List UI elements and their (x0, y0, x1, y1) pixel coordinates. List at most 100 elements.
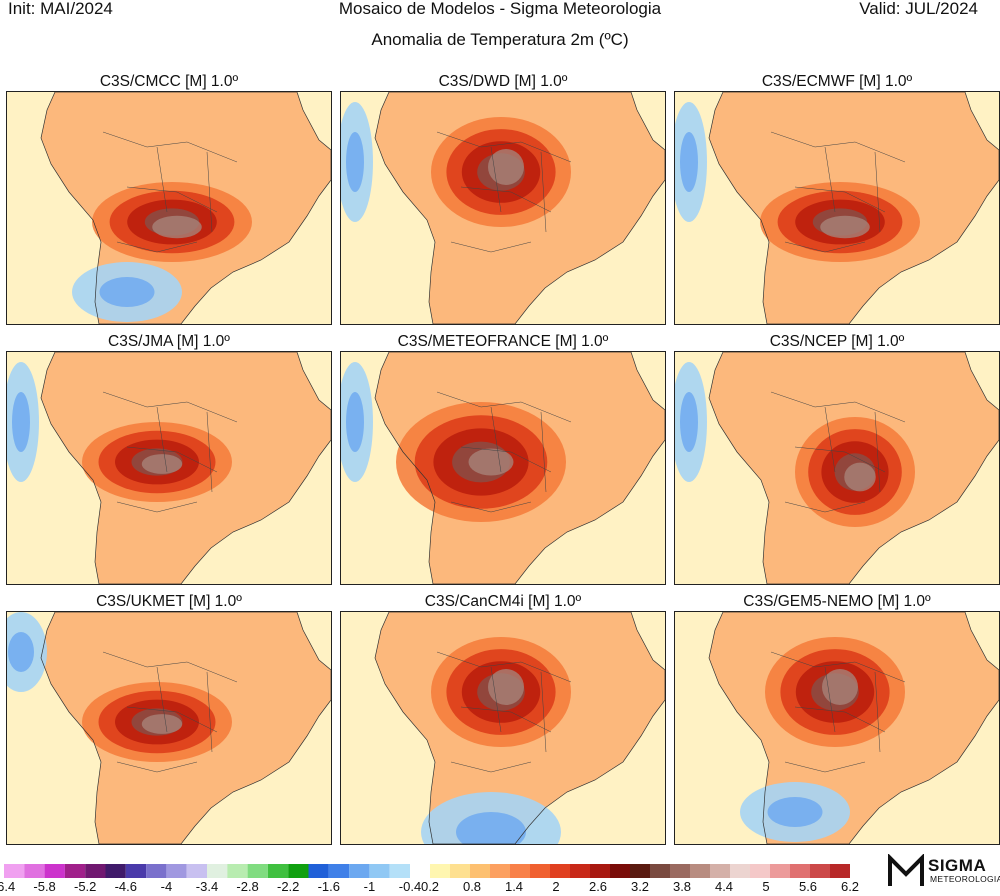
country-borders (40, 352, 331, 584)
colorbar-swatch (670, 864, 690, 878)
colorbar-tick-label: -1 (363, 879, 376, 894)
panel-meteofrance: C3S/METEOFRANCE [M] 1.0º (340, 332, 666, 585)
anomaly-map (674, 351, 1000, 585)
panel-ecmwf: C3S/ECMWF [M] 1.0º (674, 72, 1000, 325)
state-borders (770, 391, 906, 513)
colorbar-tick-label: 4.4 (714, 879, 734, 894)
warm-anomaly-core (488, 669, 524, 705)
colorbar-swatch (125, 864, 147, 878)
colorbar-swatch (247, 864, 268, 878)
colorbar-tick-label: 0.2 (420, 879, 440, 894)
warm-anomaly-core (152, 215, 202, 239)
panel-title: C3S/DWD [M] 1.0º (438, 73, 568, 90)
panel-title: C3S/CanCM4i [M] 1.0º (424, 593, 582, 610)
colorbar-swatch (105, 864, 126, 878)
logo-text: SIGMA (928, 856, 987, 875)
colorbar-swatch (490, 864, 510, 878)
colorbar-tick-label: -3.4 (195, 879, 219, 894)
colorbar-swatch (570, 864, 590, 878)
colorbar-tick-label: -2.2 (276, 879, 300, 894)
colorbar-swatch (44, 864, 65, 878)
panel-title: C3S/NCEP [M] 1.0º (769, 333, 905, 350)
colorbar-swatch (470, 864, 490, 878)
colorbar-swatch (186, 864, 207, 878)
colorbar-swatch (4, 864, 25, 878)
country-borders (40, 92, 331, 324)
colorbar-tick-label: -6.4 (0, 879, 16, 894)
panel-title: C3S/UKMET [M] 1.0º (96, 593, 242, 610)
colorbar-tick-label: 5 (762, 879, 770, 894)
anomaly-map (340, 611, 666, 845)
colorbar-swatch (750, 864, 770, 878)
colorbar-tick-label: 0.8 (462, 879, 482, 894)
colorbar (4, 864, 850, 878)
colorbar-swatch (146, 864, 167, 878)
colorbar-tick-label: -5.8 (33, 879, 56, 894)
colorbar-swatch (770, 864, 790, 878)
page-title: Mosaico de Modelos - Sigma Meteorologia (338, 0, 662, 18)
warm-anomaly-core (468, 448, 514, 476)
anomaly-map (674, 611, 1000, 845)
panel-cancm4i: C3S/CanCM4i [M] 1.0º (340, 592, 666, 845)
colorbar-tick-label: 2.6 (588, 879, 608, 894)
colorbar-tick-label: 2 (552, 879, 560, 894)
anomaly-map (674, 91, 1000, 325)
colorbar-swatch (810, 864, 830, 878)
warm-anomaly-core (141, 454, 183, 474)
panel-title: C3S/JMA [M] 1.0º (108, 333, 230, 350)
warm-anomaly-core (822, 669, 858, 705)
state-borders (436, 651, 572, 773)
state-borders (102, 391, 238, 513)
state-borders (102, 131, 238, 253)
colorbar-swatch (267, 864, 289, 878)
panel-title: C3S/GEM5-NEMO [M] 1.0º (743, 593, 931, 610)
panel-title: C3S/METEOFRANCE [M] 1.0º (397, 333, 609, 350)
panel-cmcc: C3S/CMCC [M] 1.0º (6, 72, 332, 325)
panel-title: C3S/CMCC [M] 1.0º (99, 73, 239, 90)
colorbar-swatch (166, 864, 187, 878)
colorbar-tick-label: 6.2 (840, 879, 860, 894)
colorbar-swatch (530, 864, 550, 878)
state-borders (770, 131, 906, 253)
panel-gem5-nemo: C3S/GEM5-NEMO [M] 1.0º (674, 592, 1000, 845)
colorbar-swatch (349, 864, 370, 878)
country-borders (40, 612, 331, 844)
panel-jma: C3S/JMA [M] 1.0º (6, 332, 332, 585)
cold-anomaly-core (680, 392, 698, 452)
colorbar-swatch (730, 864, 750, 878)
colorbar-tick-label: -5.2 (73, 879, 97, 894)
cold-anomaly-core (767, 797, 823, 827)
colorbar-swatch (64, 864, 86, 878)
colorbar-swatch (550, 864, 570, 878)
anomaly-map (6, 611, 332, 845)
cold-anomaly-core (680, 132, 698, 192)
anomaly-map (340, 351, 666, 585)
cold-anomaly-core (346, 392, 364, 452)
colorbar-swatch (650, 864, 670, 878)
anomaly-map (340, 91, 666, 325)
colorbar-swatch (830, 864, 850, 878)
panel-dwd: C3S/DWD [M] 1.0º (340, 72, 666, 325)
country-borders (374, 352, 665, 584)
colorbar-swatch (288, 864, 309, 878)
colorbar-tick-label: 5.6 (798, 879, 818, 894)
country-borders (374, 92, 665, 324)
colorbar-swatch (328, 864, 350, 878)
colorbar-swatch (24, 864, 45, 878)
state-borders (436, 131, 572, 253)
panel-ukmet: C3S/UKMET [M] 1.0º (6, 592, 332, 845)
colorbar-tick-label: 1.4 (504, 879, 524, 894)
colorbar-swatch (790, 864, 810, 878)
colorbar-swatch (710, 864, 730, 878)
state-borders (102, 651, 238, 773)
cold-anomaly-core (456, 812, 526, 844)
warm-anomaly-core (141, 714, 183, 734)
cold-anomaly-core (99, 277, 155, 307)
state-borders (770, 651, 906, 773)
cold-anomaly-core (346, 132, 364, 192)
valid-date-label: Valid: JUL/2024 (859, 0, 978, 18)
sigma-logo (888, 854, 924, 886)
colorbar-swatch (207, 864, 228, 878)
colorbar-tick-label: -4.6 (114, 879, 137, 894)
colorbar-tick-label: -4 (160, 879, 173, 894)
